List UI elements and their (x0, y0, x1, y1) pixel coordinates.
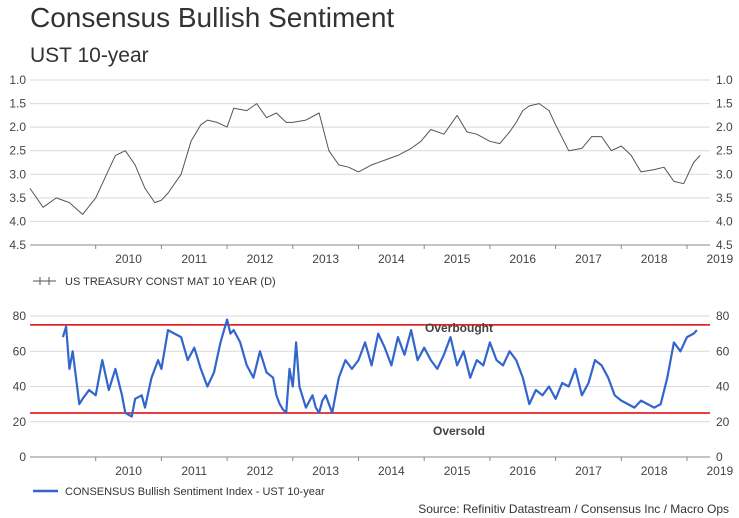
y-tick-label-right: 1.0 (716, 73, 733, 87)
y-tick-label-right: 20 (716, 415, 730, 429)
y-tick-label-right: 4.5 (716, 238, 733, 252)
x-tick-label: 2013 (312, 252, 339, 266)
x-tick-label: 2014 (378, 464, 405, 478)
x-tick-label: 2013 (312, 464, 339, 478)
y-tick-label-left: 40 (13, 380, 27, 394)
x-tick-label: 2015 (444, 464, 471, 478)
x-tick-label: 2014 (378, 252, 405, 266)
chart-subtitle: UST 10-year (30, 44, 149, 67)
legend-label: US TREASURY CONST MAT 10 YEAR (D) (65, 276, 276, 288)
x-tick-label: 2012 (247, 464, 274, 478)
x-tick-label: 2010 (115, 464, 142, 478)
y-tick-label-left: 4.5 (9, 238, 26, 252)
y-tick-label-right: 3.5 (716, 191, 733, 205)
y-tick-label-left: 60 (13, 344, 27, 358)
x-tick-label: 2016 (509, 252, 536, 266)
y-tick-label-left: 2.5 (9, 144, 26, 158)
x-tick-label: 2010 (115, 252, 142, 266)
x-tick-label: 2018 (641, 464, 668, 478)
x-tick-label: 2017 (575, 252, 602, 266)
x-tick-label: 2011 (181, 252, 207, 266)
y-tick-label-right: 2.5 (716, 144, 733, 158)
threshold-label-oversold: Oversold (433, 424, 485, 438)
y-tick-label-right: 4.0 (716, 214, 733, 228)
series-line (61, 318, 698, 418)
y-tick-label-left: 1.0 (9, 73, 26, 87)
x-tick-label: 2017 (575, 464, 602, 478)
y-tick-label-left: 4.0 (9, 214, 26, 228)
y-tick-label-left: 20 (13, 415, 27, 429)
y-tick-label-left: 2.0 (9, 120, 26, 134)
x-tick-label: 2019 (707, 252, 734, 266)
y-tick-label-right: 1.5 (716, 97, 733, 111)
x-tick-label: 2012 (247, 252, 274, 266)
y-tick-label-right: 60 (716, 344, 730, 358)
y-tick-label-left: 80 (13, 309, 27, 323)
x-tick-label: 2011 (181, 464, 207, 478)
y-tick-label-right: 0 (716, 450, 723, 464)
source-note: Source: Refinitiv Datastream / Consensus… (418, 502, 729, 516)
y-tick-label-left: 3.5 (9, 191, 26, 205)
x-tick-label: 2019 (707, 464, 734, 478)
y-tick-label-right: 40 (716, 380, 730, 394)
x-tick-label: 2016 (509, 464, 536, 478)
chart-title: Consensus Bullish Sentiment (30, 2, 395, 33)
legend-label: CONSENSUS Bullish Sentiment Index - UST … (65, 486, 325, 498)
x-tick-label: 2018 (641, 252, 668, 266)
x-tick-label: 2015 (444, 252, 471, 266)
y-tick-label-left: 3.0 (9, 167, 26, 181)
threshold-label-overbought: Overbought (425, 321, 493, 335)
top-chart-treasury-yield: 1.0 1.0 1.5 1.5 2.0 2.0 2.5 2.5 3.0 3.0 3.5 3.5 4.0 4… (9, 73, 733, 288)
y-tick-label-left: 0 (19, 450, 26, 464)
series-line (29, 103, 701, 215)
bottom-chart-sentiment-index: 0 0 20 20 40 40 60 60 80 80 2010 2011 2012 2013 2014 20… (13, 309, 734, 498)
y-tick-label-right: 2.0 (716, 120, 733, 134)
y-tick-label-right: 3.0 (716, 167, 733, 181)
y-tick-label-right: 80 (716, 309, 730, 323)
y-tick-label-left: 1.5 (9, 97, 26, 111)
